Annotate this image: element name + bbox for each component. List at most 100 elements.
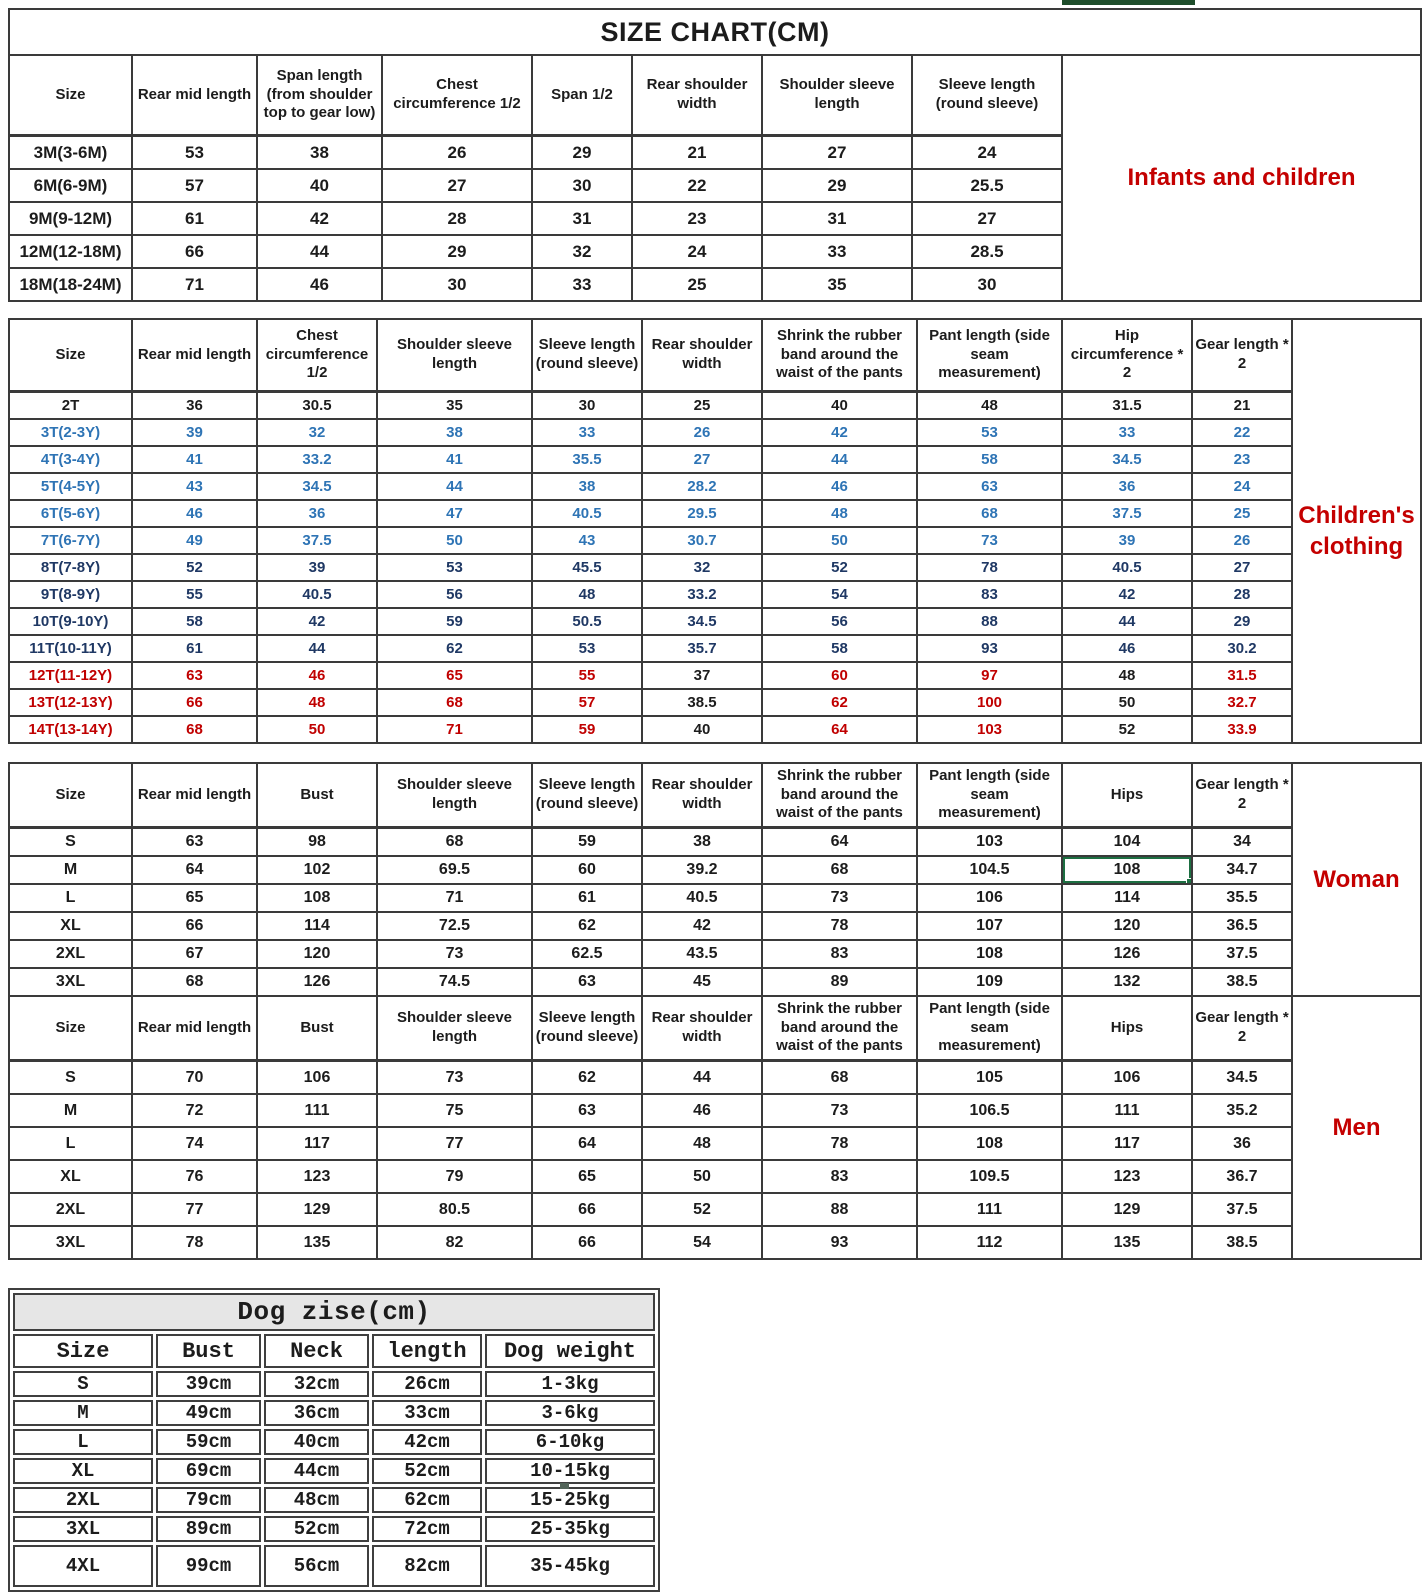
- value-cell: 33: [531, 418, 643, 447]
- value-cell: 69.5: [376, 855, 533, 885]
- value-cell: 66: [131, 234, 258, 269]
- value-cell: 38: [376, 418, 533, 447]
- table-row: S 70 106 73 62 44 68 105 106 34.5: [8, 1059, 1421, 1095]
- value-cell: 34.5: [1191, 1059, 1293, 1095]
- value-cell: 62: [531, 911, 643, 941]
- value-cell: 30: [531, 390, 643, 420]
- size-cell: M: [8, 1093, 133, 1128]
- value-cell: 30.5: [256, 390, 378, 420]
- value-cell: 129: [1061, 1192, 1193, 1227]
- table-row: 3M(3-6M) 53 38 26 29 21 27 24: [8, 134, 1421, 170]
- table-row: 12T(11-12Y) 63 46 65 55 37 60 97 48 31.5: [8, 661, 1421, 690]
- value-cell: 75: [376, 1093, 533, 1128]
- value-cell: 46: [1061, 634, 1193, 663]
- value-cell: 28: [381, 201, 533, 236]
- size-cell: 8T(7-8Y): [8, 553, 133, 582]
- header-cell: Size: [8, 318, 133, 393]
- value-cell: 52: [761, 553, 918, 582]
- value-cell: 30: [531, 168, 633, 203]
- value-cell: 111: [256, 1093, 378, 1128]
- value-cell: 23: [1191, 445, 1293, 474]
- spreadsheet-column-selection-bar: [1062, 0, 1195, 5]
- value-cell: 50: [1061, 688, 1193, 717]
- table-row: 6T(5-6Y) 46 36 47 40.5 29.5 48 68 37.5 25: [8, 499, 1421, 528]
- value-cell: 32: [256, 418, 378, 447]
- value-cell: 52: [641, 1192, 763, 1227]
- value-cell: 31.5: [1061, 390, 1193, 420]
- value-cell: 34.5: [256, 472, 378, 501]
- value-cell: 99cm: [156, 1545, 261, 1587]
- dog-header-row: Size Bust Neck length Dog weight: [13, 1334, 656, 1368]
- value-cell: 37.5: [1191, 1192, 1293, 1227]
- value-cell: 82: [376, 1225, 533, 1260]
- header-cell: Rear shoulder width: [641, 318, 763, 393]
- value-cell: 83: [761, 939, 918, 969]
- value-cell: 41: [131, 445, 258, 474]
- header-cell: Dog weight: [485, 1334, 656, 1368]
- value-cell: 108: [916, 1126, 1063, 1161]
- header-cell: Rear shoulder width: [631, 54, 763, 137]
- value-cell: 68: [761, 1059, 918, 1095]
- value-cell: 22: [631, 168, 763, 203]
- value-cell: 68: [761, 855, 918, 885]
- header-cell: Shoulder sleeve length: [376, 995, 533, 1062]
- value-cell: 31: [531, 201, 633, 236]
- header-cell: Sleeve length (round sleeve): [911, 54, 1063, 137]
- value-cell: 39cm: [156, 1371, 261, 1397]
- header-cell: Pant length (side seam measurement): [916, 762, 1063, 829]
- value-cell: 38: [256, 134, 383, 170]
- table-row: 5T(4-5Y) 43 34.5 44 38 28.2 46 63 36 24: [8, 472, 1421, 501]
- size-cell: M: [8, 855, 133, 885]
- value-cell: 50: [376, 526, 533, 555]
- value-cell: 40.5: [256, 580, 378, 609]
- size-cell: 3M(3-6M): [8, 134, 133, 170]
- value-cell: 24: [1191, 472, 1293, 501]
- value-cell: 132: [1061, 967, 1193, 997]
- size-chart-title-row: SIZE CHART(CM): [8, 8, 1422, 56]
- value-cell: 68: [376, 688, 533, 717]
- value-cell: 44cm: [264, 1458, 369, 1484]
- value-cell: 109.5: [916, 1159, 1063, 1194]
- value-cell: 28: [1191, 580, 1293, 609]
- value-cell: 49cm: [156, 1400, 261, 1426]
- value-cell: 48: [761, 499, 918, 528]
- value-cell: 21: [1191, 390, 1293, 420]
- header-cell: Shrink the rubber band around the waist …: [761, 995, 918, 1062]
- value-cell: 58: [761, 634, 918, 663]
- table-row: 9M(9-12M) 61 42 28 31 23 31 27: [8, 201, 1421, 236]
- value-cell: 49: [131, 526, 258, 555]
- size-cell: XL: [8, 1159, 133, 1194]
- value-cell: 25: [631, 267, 763, 302]
- value-cell: 35.2: [1191, 1093, 1293, 1128]
- value-cell: 59: [531, 826, 643, 857]
- table-row: 14T(13-14Y) 68 50 71 59 40 64 103 52 33.9: [8, 715, 1421, 744]
- table-row: 18M(18-24M) 71 46 30 33 25 35 30: [8, 267, 1421, 302]
- size-cell: 18M(18-24M): [8, 267, 133, 302]
- value-cell: 33: [1061, 418, 1193, 447]
- value-cell: 37.5: [1061, 499, 1193, 528]
- value-cell: 33.9: [1191, 715, 1293, 744]
- table-row: 3XL 89cm 52cm 72cm 25-35kg: [13, 1516, 656, 1542]
- value-cell: 37.5: [1191, 939, 1293, 969]
- value-cell: 38.5: [641, 688, 763, 717]
- size-cell: XL: [13, 1458, 153, 1484]
- table-row: 2XL 79cm 48cm 62cm 15-25kg: [13, 1487, 656, 1513]
- table-row: L 59cm 40cm 42cm 6-10kg: [13, 1429, 656, 1455]
- value-cell: 103: [916, 826, 1063, 857]
- value-cell: 104: [1061, 826, 1193, 857]
- value-cell: 34.7: [1191, 855, 1293, 885]
- size-cell: S: [8, 1059, 133, 1095]
- value-cell: 105: [916, 1059, 1063, 1095]
- size-cell: 9M(9-12M): [8, 201, 133, 236]
- value-cell: 108: [916, 939, 1063, 969]
- value-cell: 48: [916, 390, 1063, 420]
- value-cell: 24: [911, 134, 1063, 170]
- header-cell: Hips: [1061, 762, 1193, 829]
- header-cell: Rear shoulder width: [641, 762, 763, 829]
- value-cell: 71: [376, 883, 533, 913]
- value-cell: 72.5: [376, 911, 533, 941]
- value-cell: 27: [911, 201, 1063, 236]
- size-cell: L: [8, 883, 133, 913]
- table-row: S 63 98 68 59 38 64 103 104 34: [8, 826, 1421, 857]
- value-cell: 73: [761, 883, 918, 913]
